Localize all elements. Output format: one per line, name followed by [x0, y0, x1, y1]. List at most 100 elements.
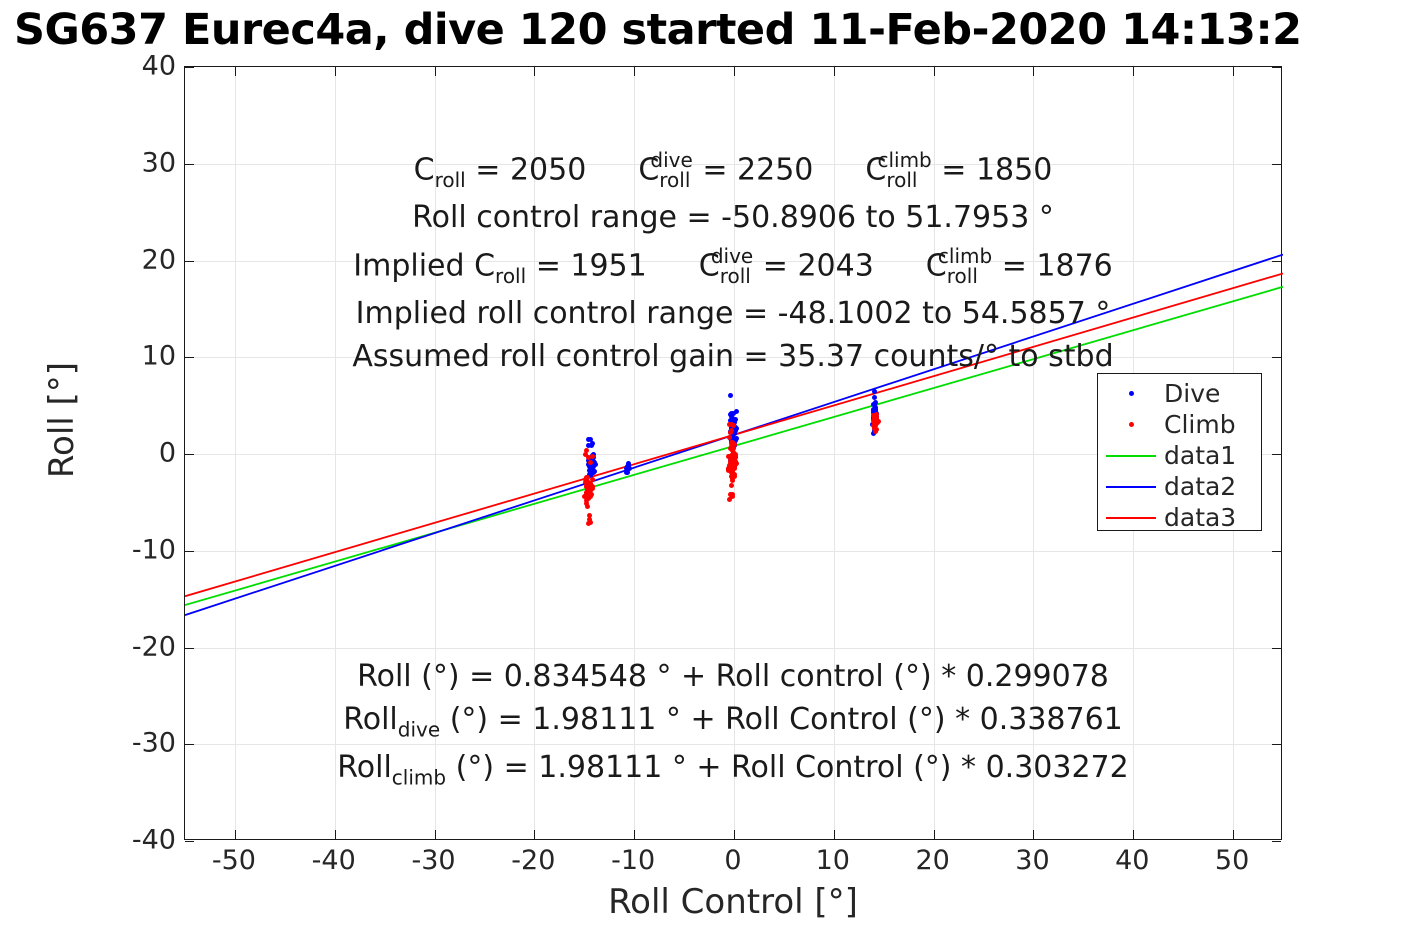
legend-item-dive[interactable]: Dive [1098, 378, 1261, 409]
legend-label: data1 [1164, 441, 1237, 470]
x-tick-label: 30 [1015, 845, 1050, 876]
y-tick-label: 30 [141, 147, 176, 179]
scatter-point-climb [730, 478, 736, 484]
implied-dive-value: = 2043 [753, 248, 874, 284]
scatter-point-climb [583, 498, 589, 504]
x-axis-tick [1033, 67, 1035, 76]
x-axis-tick [1233, 830, 1235, 839]
legend-item-data3[interactable]: data3 [1098, 502, 1261, 533]
implied-c-roll-value: = 1951 [526, 248, 647, 284]
c-dive-superscript: dive [650, 148, 693, 172]
scatter-point-dive [728, 392, 734, 398]
scatter-point-climb [585, 520, 591, 526]
scatter-point-climb [583, 476, 589, 482]
legend-item-climb[interactable]: Climb [1098, 409, 1261, 440]
scatter-point-dive [872, 399, 878, 405]
y-axis-tick [185, 260, 194, 262]
y-tick-label: 20 [141, 244, 176, 275]
implied-climb-subscript: roll [946, 263, 978, 288]
scatter-point-climb [725, 468, 731, 474]
implied-prefix: Implied C [353, 248, 496, 284]
y-axis-tick [1272, 647, 1281, 649]
implied-c-roll-line: Implied Croll = 1951 Crolldive = 2043 Crol… [184, 246, 1282, 286]
scatter-point-climb [873, 412, 879, 418]
implied-dive-symbol: C [698, 248, 720, 284]
legend-item-data2[interactable]: data2 [1098, 471, 1261, 502]
y-axis-tick [1272, 67, 1281, 68]
scatter-points-layer [185, 67, 1281, 839]
y-axis-tick [1272, 357, 1281, 359]
scatter-point-dive [624, 470, 630, 476]
x-tick-label: -20 [511, 845, 556, 876]
fit-climb-head: Roll [337, 749, 392, 785]
scatter-point-climb [732, 465, 738, 471]
implied-roll-control-range-text: Implied roll control range = -48.1002 to… [355, 295, 1111, 331]
y-tick-label: 0 [158, 437, 176, 469]
scatter-point-climb [732, 451, 738, 457]
x-axis-tick [334, 67, 336, 76]
scatter-point-climb [729, 474, 735, 480]
y-tick-label: -40 [131, 824, 176, 856]
implied-dive-superscript: dive [710, 243, 754, 268]
scatter-point-dive [871, 402, 877, 408]
y-axis-tick [185, 550, 194, 552]
x-axis-tick [933, 67, 935, 76]
legend-line-icon [1098, 454, 1164, 457]
scatter-point-climb [728, 453, 734, 459]
scatter-point-climb [733, 454, 739, 460]
x-tick-label: 10 [815, 845, 850, 876]
scatter-point-climb [871, 422, 877, 428]
legend-line [1106, 485, 1156, 488]
x-axis-tick [634, 830, 636, 839]
x-axis-tick [833, 830, 835, 839]
legend-label: data2 [1164, 472, 1237, 501]
scatter-point-climb [583, 451, 588, 457]
legend-marker-icon [1098, 391, 1164, 396]
legend-line [1106, 516, 1156, 519]
scatter-point-climb [588, 520, 594, 526]
gridline-vertical [1033, 67, 1035, 839]
x-axis-tick [534, 67, 536, 76]
annotation-c-roll-line: Croll = 2050 Crolldive = 2250 Crollclimb =… [184, 150, 1282, 190]
assumed-gain-text: Assumed roll control gain = 35.37 counts… [352, 338, 1114, 374]
scatter-point-climb [582, 494, 588, 500]
scatter-point-dive [733, 409, 739, 415]
gridline-vertical [434, 67, 436, 839]
scatter-point-climb [588, 460, 593, 466]
y-tick-label: 10 [141, 340, 176, 372]
scatter-point-climb [587, 513, 593, 519]
scatter-point-climb [873, 426, 879, 432]
x-axis-tick [734, 67, 735, 76]
legend-dot [1128, 422, 1134, 427]
scatter-point-climb [728, 446, 734, 452]
y-axis-tick [185, 841, 194, 842]
scatter-point-climb [728, 440, 734, 446]
scatter-point-dive [626, 466, 632, 472]
scatter-point-climb [731, 422, 736, 428]
x-axis-tick [534, 830, 536, 839]
scatter-point-dive [588, 443, 594, 449]
gridline-horizontal [185, 647, 1281, 649]
scatter-point-climb [734, 461, 740, 467]
y-axis-tick [1272, 454, 1281, 455]
scatter-point-dive [872, 408, 878, 414]
scatter-point-climb [586, 486, 592, 492]
x-tick-label: -40 [311, 845, 356, 876]
scatter-point-climb [871, 417, 877, 423]
x-axis-tick [1133, 67, 1135, 76]
c-roll-symbol: C [413, 152, 435, 188]
annotation-bottom: Roll (°) = 0.834548 ° + Roll control (°)… [184, 662, 1282, 800]
y-axis-tick [1272, 550, 1281, 552]
legend-item-data1[interactable]: data1 [1098, 440, 1261, 471]
x-axis-tick [234, 67, 236, 76]
scatter-point-dive [585, 443, 591, 449]
scatter-point-climb [727, 434, 733, 440]
implied-climb-symbol: C [925, 248, 947, 284]
scatter-point-dive [587, 473, 593, 479]
implied-climb-value: = 1876 [992, 248, 1113, 284]
scatter-point-climb [586, 491, 592, 497]
scatter-point-climb [730, 462, 736, 468]
legend[interactable]: Dive Climb data1 data2 data3 [1097, 373, 1262, 531]
y-axis-tick [185, 744, 194, 746]
x-tick-label: -50 [211, 845, 256, 876]
